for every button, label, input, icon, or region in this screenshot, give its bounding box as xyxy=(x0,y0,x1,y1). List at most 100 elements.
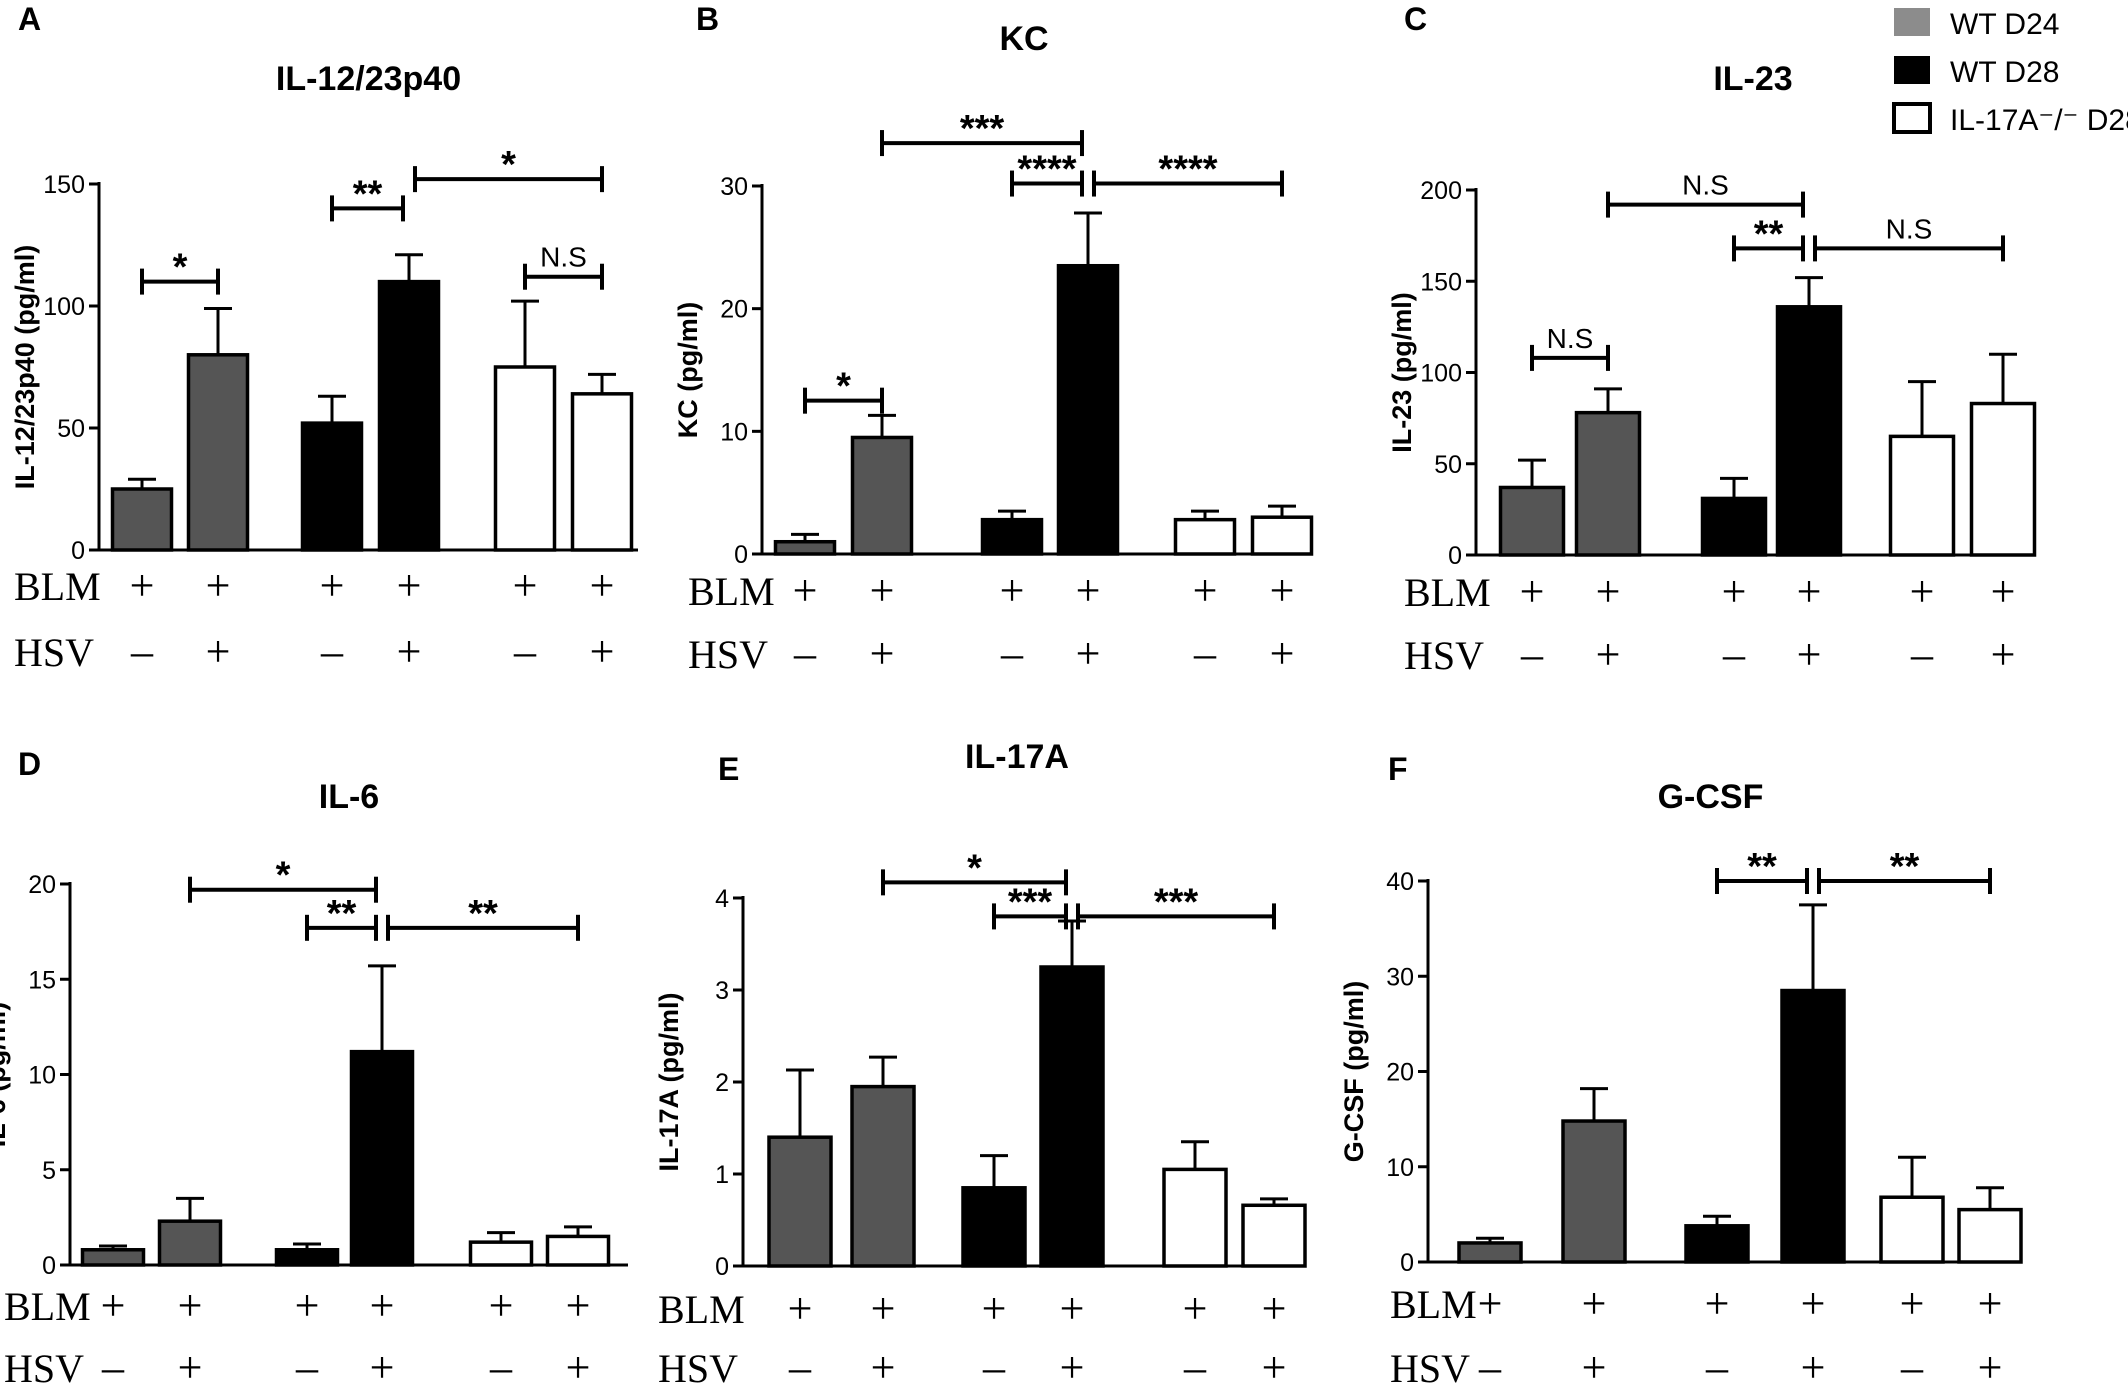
bar xyxy=(570,392,634,552)
hsv-sign: + xyxy=(870,629,895,678)
hsv-sign: + xyxy=(178,1343,203,1392)
sig-label: *** xyxy=(1008,881,1053,923)
blm-sign: + xyxy=(206,561,231,610)
hsv-row-label: HSV xyxy=(4,1346,84,1391)
y-tick-label: 100 xyxy=(43,293,85,321)
bar xyxy=(1775,305,1843,557)
blm-sign: + xyxy=(1722,567,1747,616)
y-tick-label: 20 xyxy=(720,296,748,324)
bar xyxy=(1780,988,1846,1264)
blm-row-label: BLM xyxy=(14,564,101,609)
bar xyxy=(493,365,557,552)
panel-letter: A xyxy=(18,1,41,37)
blm-sign: + xyxy=(295,1281,320,1330)
y-tick-label: 5 xyxy=(42,1157,56,1185)
legend-label: WT D28 xyxy=(1950,56,2059,89)
y-tick-label: 0 xyxy=(734,541,748,569)
bar xyxy=(1969,401,2037,557)
y-tick-label: 3 xyxy=(715,977,729,1005)
y-tick-label: 50 xyxy=(1434,451,1462,479)
bar xyxy=(1241,1203,1307,1268)
blm-sign: + xyxy=(178,1281,203,1330)
blm-sign: + xyxy=(101,1281,126,1330)
blm-row-label: BLM xyxy=(1390,1282,1477,1327)
blm-sign: + xyxy=(489,1281,514,1330)
bar xyxy=(157,1219,223,1267)
y-tick-label: 40 xyxy=(1386,868,1414,896)
y-tick-label: 150 xyxy=(43,171,85,199)
bar xyxy=(1879,1195,1945,1264)
hsv-sign: – xyxy=(1722,630,1746,679)
blm-sign: + xyxy=(1183,1284,1208,1333)
hsv-sign: + xyxy=(370,1343,395,1392)
blm-row-label: BLM xyxy=(1404,570,1491,615)
bar xyxy=(980,517,1044,556)
bar xyxy=(850,435,914,556)
sig-label: ** xyxy=(468,893,498,935)
panel-letter: C xyxy=(1404,1,1427,37)
sig-label: ** xyxy=(1754,213,1784,255)
bar xyxy=(349,1049,415,1267)
legend-swatch xyxy=(1894,56,1930,84)
blm-sign: + xyxy=(566,1281,591,1330)
hsv-sign: – xyxy=(295,1343,319,1392)
sig-label: ** xyxy=(327,893,357,935)
bar xyxy=(1056,263,1120,556)
blm-row-label: BLM xyxy=(688,569,775,614)
hsv-sign: + xyxy=(1262,1343,1287,1392)
y-axis-label: IL-23 (pg/ml) xyxy=(1387,292,1417,453)
blm-sign: + xyxy=(1193,566,1218,615)
y-tick-label: 10 xyxy=(720,418,748,446)
y-tick-label: 20 xyxy=(28,871,56,899)
bar xyxy=(110,487,174,552)
chart-title: KC xyxy=(999,20,1048,58)
legend: WT D24 WT D28 IL-17A⁻/⁻ D28 xyxy=(1892,8,2128,137)
blm-sign: + xyxy=(1596,567,1621,616)
bar xyxy=(468,1240,534,1267)
bar xyxy=(1561,1119,1627,1264)
bar xyxy=(1162,1167,1228,1268)
sig-label: N.S xyxy=(540,242,587,273)
bar xyxy=(1457,1241,1523,1264)
hsv-sign: + xyxy=(1797,630,1822,679)
y-tick-label: 2 xyxy=(715,1069,729,1097)
bar xyxy=(961,1186,1027,1268)
blm-sign: + xyxy=(1520,567,1545,616)
y-tick-label: 50 xyxy=(57,415,85,443)
sig-label: ** xyxy=(1747,846,1777,888)
hsv-sign: + xyxy=(1270,629,1295,678)
hsv-sign: + xyxy=(1801,1343,1826,1392)
sig-label: **** xyxy=(1158,149,1217,191)
sig-label: N.S xyxy=(1886,213,1933,244)
hsv-row-label: HSV xyxy=(14,630,94,675)
y-axis-label: G-CSF (pg/ml) xyxy=(1339,981,1369,1162)
hsv-sign: + xyxy=(1596,630,1621,679)
blm-sign: + xyxy=(513,561,538,610)
hsv-row-label: HSV xyxy=(1390,1346,1470,1391)
bar xyxy=(1684,1224,1750,1264)
bar xyxy=(186,353,250,552)
hsv-sign: – xyxy=(1183,1343,1207,1392)
hsv-sign: – xyxy=(793,629,817,678)
y-tick-label: 10 xyxy=(28,1062,56,1090)
sig-label: *** xyxy=(960,108,1005,150)
hsv-sign: – xyxy=(1705,1343,1729,1392)
y-tick-label: 4 xyxy=(715,885,729,913)
blm-sign: + xyxy=(1478,1279,1503,1328)
hsv-sign: – xyxy=(1478,1343,1502,1392)
hsv-sign: – xyxy=(101,1343,125,1392)
hsv-sign: – xyxy=(788,1343,812,1392)
blm-sign: + xyxy=(1797,567,1822,616)
legend-swatch xyxy=(1892,102,1932,134)
panel-letter: D xyxy=(18,746,41,782)
y-tick-label: 200 xyxy=(1420,177,1462,205)
blm-sign: + xyxy=(1900,1279,1925,1328)
chart-title: IL-23 xyxy=(1713,60,1792,98)
sig-label: * xyxy=(276,855,291,897)
bar xyxy=(1574,410,1642,557)
hsv-sign: – xyxy=(513,627,537,676)
chart-title: IL-6 xyxy=(319,778,379,816)
